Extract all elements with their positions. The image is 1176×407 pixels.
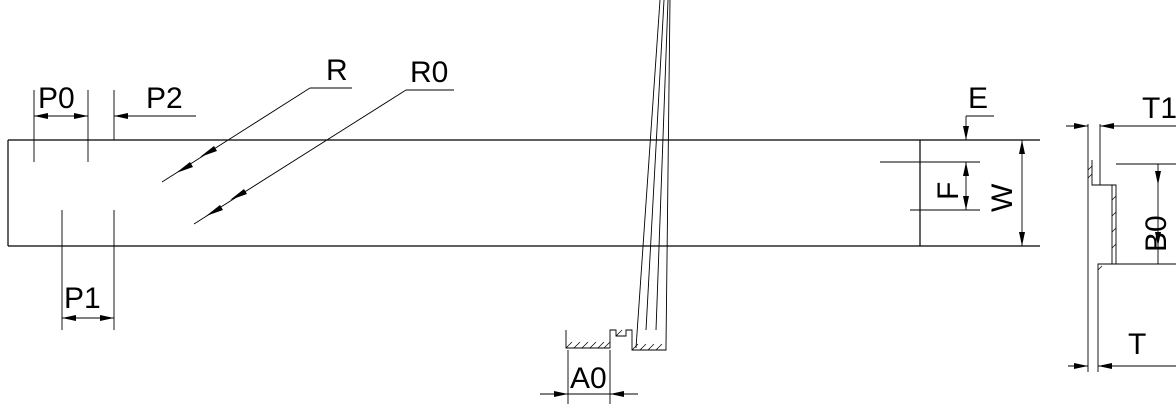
a0-label: A0: [570, 362, 607, 395]
r0-leader: R0: [193, 56, 454, 225]
f-label: F: [932, 182, 965, 200]
p0-label: P0: [38, 82, 75, 115]
p1-label: P1: [64, 282, 101, 315]
side-profile: [1087, 124, 1117, 372]
t-dimension: T: [1068, 328, 1176, 369]
b0-dimension: B0: [1116, 163, 1176, 265]
p2-dimension: P2: [113, 82, 196, 140]
r-label: R: [326, 54, 348, 87]
t1-dimension: T1: [1066, 92, 1176, 129]
t-label: T: [1128, 328, 1146, 361]
tape-strip: [7, 139, 1040, 247]
w-label: W: [986, 183, 1019, 212]
b0-label: B0: [1140, 215, 1173, 252]
r-leader: R: [161, 54, 352, 183]
r0-label: R0: [410, 56, 448, 89]
e-label: E: [968, 82, 988, 115]
p2-label: P2: [146, 82, 183, 115]
pocket-section: [565, 0, 671, 351]
p0-dimension: P0: [33, 82, 89, 162]
t1-label: T1: [1142, 92, 1176, 125]
f-dimension: F: [880, 161, 980, 211]
a0-dimension: A0: [540, 350, 638, 404]
w-dimension: W: [986, 140, 1025, 246]
p1-dimension: P1: [61, 210, 115, 330]
